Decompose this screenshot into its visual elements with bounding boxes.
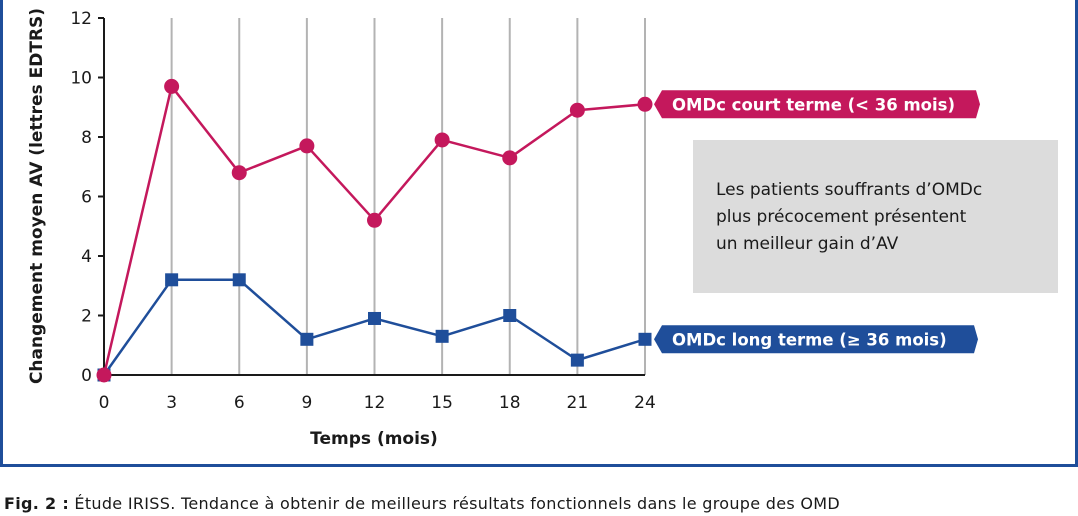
data-point (165, 273, 179, 287)
data-point (502, 150, 518, 166)
data-point (503, 309, 517, 322)
series-label-tag: OMDc long terme (≥ 36 mois) (654, 325, 978, 354)
data-point (96, 367, 112, 383)
data-point (637, 96, 653, 112)
data-point (164, 78, 180, 94)
x-tick-label: 18 (499, 393, 521, 413)
grid-lines (170, 18, 646, 375)
x-tick-label: 9 (301, 393, 312, 413)
x-tick-label: 3 (166, 393, 177, 413)
series-label-text: OMDc court terme (< 36 mois) (672, 95, 955, 114)
y-tick-label: 4 (81, 247, 92, 267)
figure-frame (0, 0, 1078, 467)
figure-caption: Fig. 2 : Étude IRISS. Tendance à obtenir… (4, 494, 1078, 513)
caption-text: Étude IRISS. Tendance à obtenir de meill… (69, 494, 841, 513)
x-tick-label: 0 (99, 393, 110, 413)
series-label-background (654, 325, 978, 354)
data-point (299, 138, 315, 154)
series-label-text: OMDc long terme (≥ 36 mois) (672, 330, 947, 349)
annotation-line-1: Les patients souffrants d’OMDc (716, 180, 982, 200)
x-tick-label: 24 (634, 393, 656, 413)
annotation-line-3: un meilleur gain d’AV (716, 234, 899, 254)
annotation-line-2: plus précocement présentent (716, 207, 967, 227)
data-point (231, 165, 247, 181)
x-tick-label: 21 (567, 393, 589, 413)
data-point (435, 329, 449, 343)
y-tick-label: 2 (81, 307, 92, 327)
data-point (569, 102, 585, 118)
y-tick-label: 12 (70, 9, 92, 29)
y-tick-label: 6 (81, 188, 92, 208)
series-group (96, 78, 653, 383)
data-point (300, 332, 314, 346)
y-tick-label: 0 (81, 366, 92, 386)
series-label-tag: OMDc court terme (< 36 mois) (654, 90, 980, 119)
data-point (367, 212, 382, 228)
y-axis-title: Changement moyen AV (lettres EDTRS) (27, 8, 47, 384)
series-square (97, 273, 652, 382)
y-tick-labels: 0 2 4 6 8 10 12 (70, 9, 92, 386)
y-tick-label: 10 (70, 69, 92, 89)
annotation-box: Les patients souffrants d’OMDc plus préc… (693, 140, 1058, 293)
x-tick-label: 6 (234, 393, 245, 413)
annotation-background (693, 140, 1058, 293)
data-point (570, 353, 584, 367)
series-circle (96, 78, 653, 383)
series-label-background (654, 90, 980, 119)
data-point (232, 273, 246, 287)
x-tick-label: 12 (364, 393, 386, 413)
x-tick-label: 15 (431, 393, 453, 413)
data-point (638, 332, 652, 346)
data-point (434, 132, 450, 148)
x-tick-labels: 0 3 6 9 12 15 18 21 24 (99, 393, 656, 413)
series-labels: OMDc long terme (≥ 36 mois) OMDc court te… (654, 90, 980, 354)
caption-lead: Fig. 2 : (4, 494, 70, 513)
y-tick-label: 8 (81, 128, 92, 148)
data-point (368, 311, 381, 325)
x-axis-title: Temps (mois) (310, 429, 438, 449)
